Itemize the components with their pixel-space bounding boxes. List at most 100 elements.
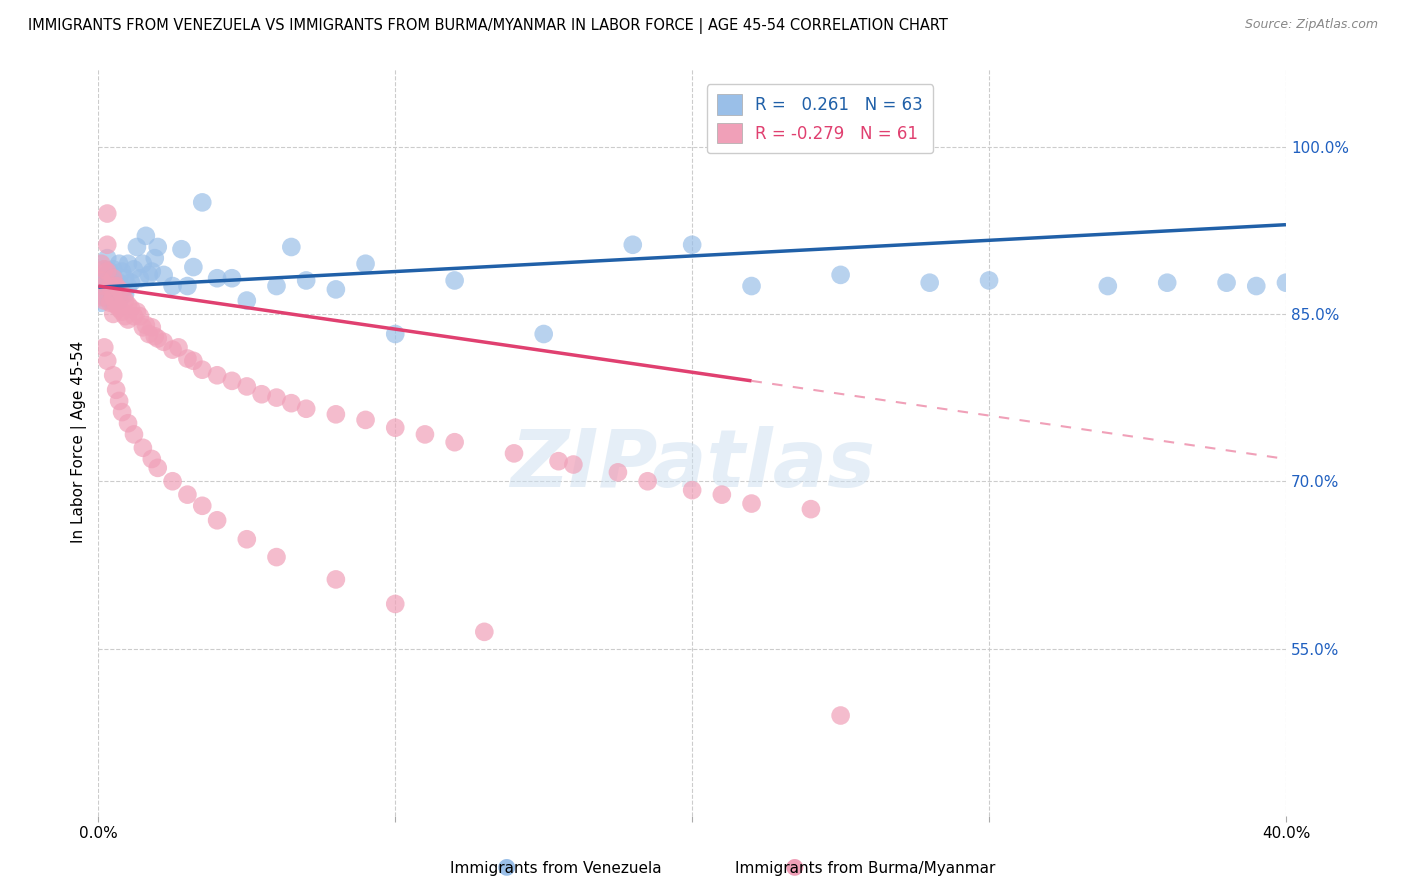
- Point: [637, 475, 659, 489]
- Point: [111, 286, 134, 301]
- Point: [96, 285, 118, 299]
- Point: [221, 271, 243, 285]
- Point: [606, 466, 628, 480]
- Point: [977, 273, 1000, 287]
- Point: [830, 268, 852, 282]
- Point: [152, 334, 174, 349]
- Point: [105, 383, 128, 397]
- Point: [1156, 276, 1178, 290]
- Point: [117, 279, 139, 293]
- Point: [132, 257, 155, 271]
- Point: [98, 279, 121, 293]
- Point: [105, 293, 128, 308]
- Point: [191, 195, 214, 210]
- Point: [111, 264, 134, 278]
- Point: [93, 279, 115, 293]
- Point: [1275, 276, 1298, 290]
- Point: [90, 273, 112, 287]
- Point: [105, 279, 128, 293]
- Point: [122, 309, 145, 323]
- Point: [90, 295, 112, 310]
- Point: [325, 407, 347, 421]
- Point: [122, 262, 145, 277]
- Point: [143, 251, 166, 265]
- Y-axis label: In Labor Force | Age 45-54: In Labor Force | Age 45-54: [72, 341, 87, 543]
- Point: [103, 271, 125, 285]
- Point: [1246, 279, 1268, 293]
- Point: [162, 279, 184, 293]
- Point: [143, 329, 166, 343]
- Point: [117, 416, 139, 430]
- Point: [146, 461, 169, 475]
- Text: ●: ●: [785, 856, 804, 876]
- Point: [183, 260, 205, 274]
- Point: [162, 475, 184, 489]
- Point: [443, 273, 465, 287]
- Text: Immigrants from Venezuela: Immigrants from Venezuela: [450, 861, 661, 876]
- Point: [103, 290, 125, 304]
- Point: [117, 298, 139, 312]
- Point: [443, 435, 465, 450]
- Point: [176, 351, 198, 366]
- Point: [129, 309, 152, 323]
- Point: [170, 242, 193, 256]
- Text: ZIPatlas: ZIPatlas: [509, 425, 875, 504]
- Point: [191, 499, 214, 513]
- Point: [205, 368, 228, 383]
- Point: [120, 276, 142, 290]
- Point: [384, 597, 406, 611]
- Point: [90, 273, 112, 287]
- Point: [562, 458, 585, 472]
- Text: ●: ●: [496, 856, 516, 876]
- Point: [96, 237, 118, 252]
- Point: [141, 320, 163, 334]
- Point: [830, 708, 852, 723]
- Point: [98, 279, 121, 293]
- Point: [354, 257, 377, 271]
- Point: [93, 290, 115, 304]
- Point: [105, 298, 128, 312]
- Point: [146, 331, 169, 345]
- Point: [152, 268, 174, 282]
- Point: [236, 533, 259, 547]
- Point: [205, 513, 228, 527]
- Point: [108, 293, 131, 308]
- Point: [103, 307, 125, 321]
- Point: [93, 293, 115, 308]
- Point: [90, 290, 112, 304]
- Point: [93, 262, 115, 277]
- Point: [93, 279, 115, 293]
- Point: [114, 286, 136, 301]
- Point: [176, 488, 198, 502]
- Point: [114, 293, 136, 308]
- Point: [120, 301, 142, 316]
- Point: [183, 353, 205, 368]
- Point: [132, 441, 155, 455]
- Point: [90, 257, 112, 271]
- Point: [176, 279, 198, 293]
- Point: [129, 271, 152, 285]
- Point: [533, 326, 555, 341]
- Point: [741, 497, 763, 511]
- Point: [111, 304, 134, 318]
- Point: [96, 251, 118, 265]
- Point: [681, 237, 703, 252]
- Point: [266, 391, 288, 405]
- Point: [96, 206, 118, 220]
- Point: [138, 326, 160, 341]
- Point: [108, 393, 131, 408]
- Point: [236, 293, 259, 308]
- Point: [800, 502, 823, 516]
- Text: Source: ZipAtlas.com: Source: ZipAtlas.com: [1244, 18, 1378, 31]
- Point: [191, 362, 214, 376]
- Point: [681, 483, 703, 498]
- Point: [325, 573, 347, 587]
- Point: [384, 326, 406, 341]
- Point: [90, 285, 112, 299]
- Point: [108, 301, 131, 316]
- Point: [205, 271, 228, 285]
- Point: [108, 276, 131, 290]
- Point: [135, 228, 157, 243]
- Point: [413, 427, 436, 442]
- Point: [280, 396, 302, 410]
